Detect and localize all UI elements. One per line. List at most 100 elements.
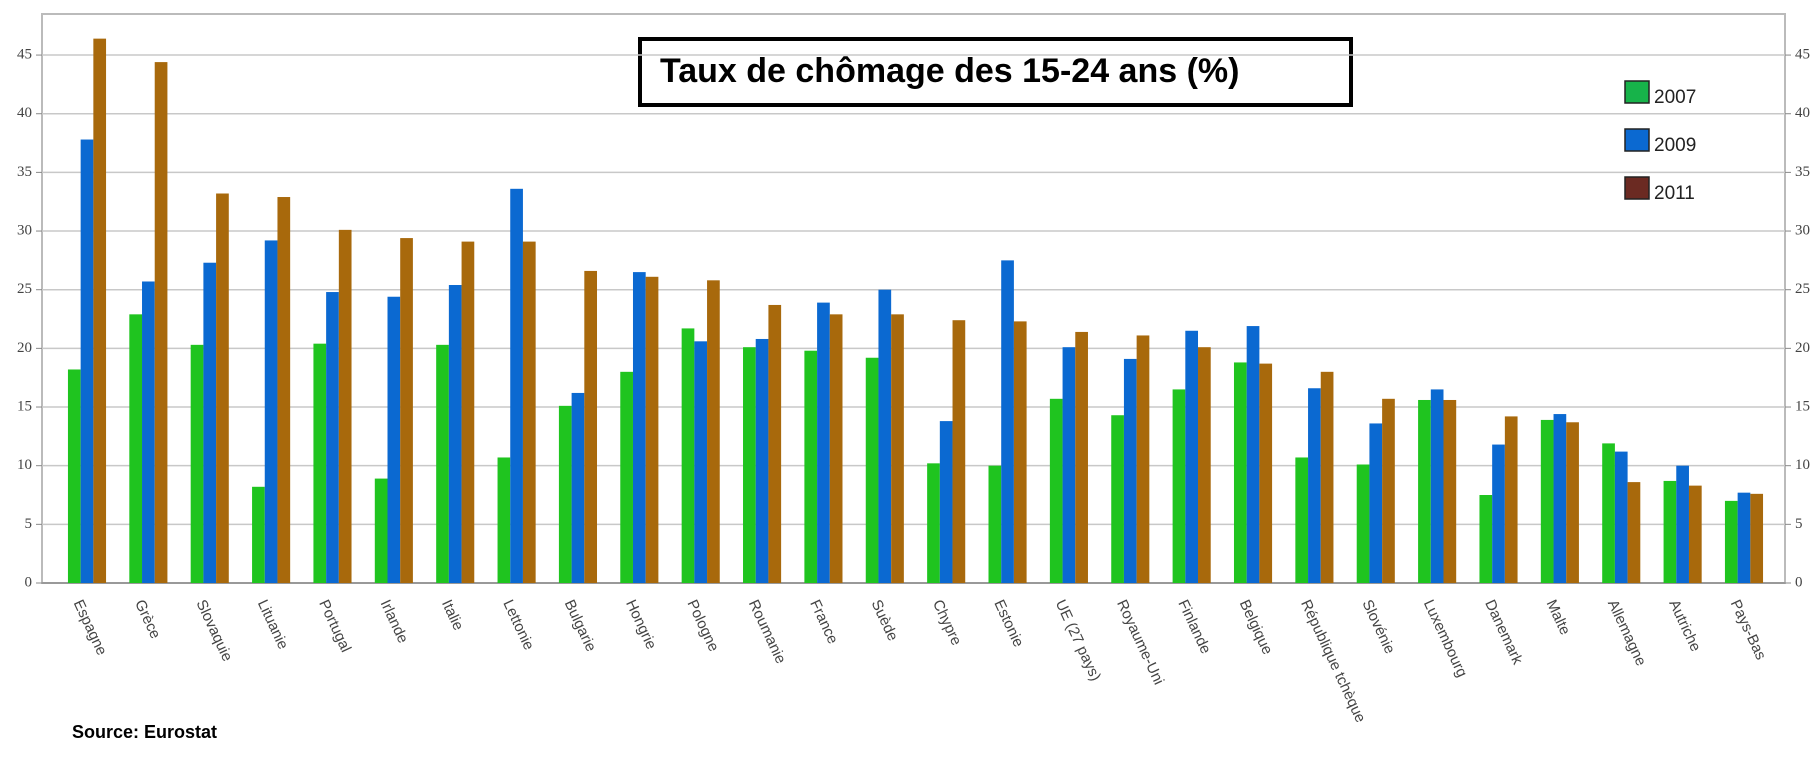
- bar: [326, 292, 339, 583]
- bar: [558, 405, 572, 583]
- bar: [448, 285, 462, 583]
- x-tick-label: Pays-Bas: [1727, 597, 1770, 662]
- bar: [264, 240, 278, 583]
- bar: [510, 188, 523, 583]
- bar: [1750, 493, 1764, 583]
- x-tick-label: UE (27 pays): [1052, 597, 1104, 684]
- x-tick-label: Roumanie: [745, 597, 789, 666]
- bar: [1136, 335, 1150, 583]
- bar: [768, 304, 782, 583]
- bar: [584, 270, 598, 583]
- y-tick-label: 45: [17, 46, 32, 62]
- bar: [1259, 363, 1273, 583]
- bar: [1198, 347, 1211, 583]
- bar: [1123, 358, 1137, 583]
- x-tick-label: Allemagne: [1604, 597, 1649, 668]
- bar: [1308, 388, 1321, 583]
- bar: [694, 341, 708, 583]
- y2-tick-label: 5: [1795, 516, 1803, 532]
- bar: [522, 241, 536, 583]
- title-box: [638, 37, 1353, 107]
- bar: [1504, 416, 1518, 583]
- bar: [1172, 389, 1186, 583]
- bar: [1246, 326, 1260, 583]
- bar: [681, 328, 695, 583]
- bar: [1724, 500, 1738, 583]
- x-tick-label: Chypre: [929, 597, 965, 648]
- bar: [632, 272, 646, 583]
- bar: [571, 392, 585, 583]
- y-tick-label: 30: [17, 222, 32, 238]
- x-tick-label: Finlande: [1174, 597, 1214, 656]
- bar: [952, 320, 966, 583]
- bar: [400, 238, 413, 583]
- x-tick-label: Slovaquie: [193, 597, 236, 664]
- x-tick-label: Belgique: [1236, 597, 1276, 657]
- x-tick-label: Portugal: [315, 597, 354, 655]
- bar: [67, 369, 81, 583]
- bar: [829, 314, 843, 583]
- x-tick-label: Italie: [438, 597, 467, 633]
- bar: [1049, 398, 1063, 583]
- bar: [927, 463, 940, 583]
- bar: [1737, 492, 1751, 583]
- x-tick-label: Grèce: [131, 597, 164, 641]
- y2-tick-label: 45: [1795, 46, 1810, 62]
- bar: [707, 280, 720, 583]
- bar: [1295, 457, 1309, 583]
- bar: [1418, 399, 1431, 583]
- bar: [1614, 451, 1628, 583]
- bar: [743, 347, 756, 583]
- y-tick-label: 20: [17, 340, 32, 356]
- x-tick-label: République tchèque: [1297, 597, 1369, 725]
- bar: [620, 371, 633, 583]
- x-tick-label: Suède: [868, 597, 902, 643]
- y2-tick-label: 20: [1795, 340, 1810, 356]
- x-tick-label: Espagne: [70, 597, 110, 658]
- bar: [878, 289, 892, 583]
- x-tick-label: Danemark: [1481, 597, 1526, 667]
- bar: [804, 350, 818, 583]
- bar: [277, 197, 291, 583]
- bar: [93, 38, 107, 584]
- bar: [1185, 330, 1199, 583]
- bar: [1553, 414, 1567, 583]
- bar: [1233, 362, 1247, 583]
- bar: [1369, 423, 1383, 583]
- y2-tick-label: 35: [1795, 164, 1810, 180]
- x-tick-label: Irlande: [377, 597, 412, 646]
- x-tick-label: Pologne: [683, 597, 722, 654]
- bar: [891, 314, 904, 583]
- bar: [203, 262, 217, 583]
- bar: [252, 486, 265, 583]
- bar: [988, 465, 1002, 583]
- bar: [1356, 464, 1370, 583]
- bar: [1001, 260, 1014, 583]
- bar: [313, 343, 327, 583]
- x-tick-label: Bulgarie: [561, 597, 600, 654]
- legend-swatch: [1624, 80, 1650, 104]
- x-tick-label: Luxembourg: [1420, 597, 1471, 680]
- x-tick-label: Hongrie: [622, 597, 660, 652]
- bar: [461, 241, 475, 583]
- y-tick-label: 0: [25, 574, 33, 590]
- x-tick-label: Estonie: [990, 597, 1027, 650]
- bar: [1540, 419, 1554, 583]
- bar: [216, 193, 229, 583]
- source: Source: Eurostat: [72, 722, 217, 742]
- bar: [80, 139, 94, 583]
- legend-label: 2009: [1654, 135, 1696, 156]
- bar: [1062, 347, 1076, 583]
- legend-swatch: [1624, 128, 1650, 152]
- y2-tick-label: 40: [1795, 105, 1810, 121]
- bar: [1492, 444, 1505, 583]
- bar: [154, 62, 168, 584]
- y-tick-label: 5: [25, 516, 33, 532]
- bar: [645, 276, 659, 583]
- bar: [1627, 482, 1641, 583]
- bar: [387, 296, 401, 583]
- bar: [1382, 398, 1395, 583]
- bar: [338, 229, 352, 583]
- bar: [1602, 443, 1615, 583]
